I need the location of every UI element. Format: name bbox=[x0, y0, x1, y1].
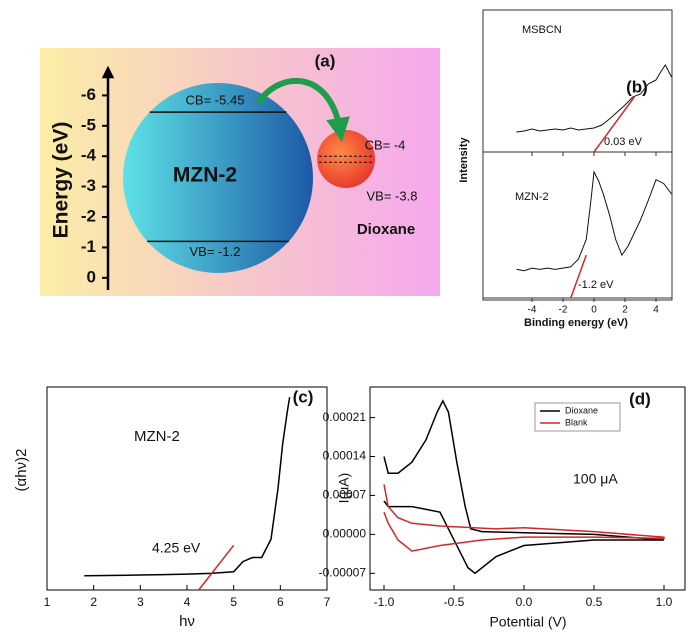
legend-label: Dioxane bbox=[565, 405, 598, 415]
x-tick-label: 4 bbox=[184, 595, 191, 609]
x-tick-label: 4 bbox=[653, 305, 659, 316]
mzn-circle bbox=[123, 83, 313, 273]
panel-label: (c) bbox=[293, 387, 314, 406]
y-axis-label: (αhν)2 bbox=[13, 449, 30, 492]
cv-curve bbox=[383, 399, 665, 575]
y-tick-label: 0.00021 bbox=[323, 410, 367, 424]
annotation: 4.25 eV bbox=[152, 540, 201, 556]
panel-b-frame bbox=[482, 9, 673, 301]
y-tick-label: -6 bbox=[81, 85, 96, 104]
y-axis-label: I(μA) bbox=[336, 473, 352, 504]
y-tick-label: -2 bbox=[81, 207, 96, 226]
y-tick-label: 0 bbox=[87, 267, 96, 286]
spectrum-label: MSBCN bbox=[522, 24, 562, 36]
fit-line bbox=[198, 544, 235, 591]
y-tick-label: 0.00014 bbox=[323, 449, 367, 463]
vb-label: VB= -1.2 bbox=[190, 244, 241, 259]
cb-label: CB= -5.45 bbox=[186, 93, 245, 108]
x-axis-label: Potential (V) bbox=[489, 614, 566, 630]
legend-label: Blank bbox=[565, 417, 588, 427]
x-tick-label: 3 bbox=[137, 595, 144, 609]
absorbance-curve bbox=[84, 397, 291, 577]
panel-label: (d) bbox=[629, 389, 651, 408]
material-name: Dioxane bbox=[357, 221, 415, 238]
x-tick-label: 5 bbox=[230, 595, 237, 609]
fit-line bbox=[570, 254, 587, 299]
panel-label: (a) bbox=[315, 51, 336, 70]
plot-frame bbox=[46, 386, 328, 591]
dioxane-circle bbox=[317, 130, 375, 188]
x-tick-label: 2 bbox=[622, 305, 628, 316]
legend-box bbox=[534, 402, 621, 432]
x-tick-label: 0.5 bbox=[586, 595, 603, 609]
y-tick-label: 0.00000 bbox=[323, 527, 367, 541]
x-tick-label: 1.0 bbox=[656, 595, 673, 609]
x-axis-label: hν bbox=[179, 613, 195, 630]
annotation: 100 μA bbox=[573, 471, 618, 487]
spectrum-label: MZN-2 bbox=[515, 191, 549, 203]
sample-label: MZN-2 bbox=[134, 428, 180, 445]
plot-frame bbox=[369, 386, 686, 591]
x-tick-label: 1 bbox=[44, 595, 51, 609]
cv-curve bbox=[383, 484, 665, 552]
fit-line bbox=[593, 96, 635, 153]
cb-label: CB= -4 bbox=[365, 137, 406, 152]
x-axis-label: Binding energy (eV) bbox=[524, 317, 628, 329]
vb-label: VB= -3.8 bbox=[367, 188, 418, 203]
x-tick-label: 0.0 bbox=[516, 595, 533, 609]
material-name: MZN-2 bbox=[173, 164, 237, 187]
spectrum bbox=[516, 64, 672, 133]
x-tick-label: 6 bbox=[277, 595, 284, 609]
y-tick-label: 0.00007 bbox=[323, 488, 367, 502]
x-tick-label: -2 bbox=[559, 305, 568, 316]
x-tick-label: -1.0 bbox=[374, 595, 395, 609]
x-tick-label: 2 bbox=[90, 595, 97, 609]
x-tick-label: -4 bbox=[528, 305, 537, 316]
panel-label: (b) bbox=[626, 77, 648, 96]
y-tick-label: -4 bbox=[81, 146, 97, 165]
y-tick-label: -0.00007 bbox=[319, 565, 367, 579]
y-tick-label: -1 bbox=[81, 237, 96, 256]
y-tick-label: -3 bbox=[81, 176, 96, 195]
y-axis-label: Energy (eV) bbox=[50, 122, 73, 239]
x-tick-label: -0.5 bbox=[444, 595, 465, 609]
annotation: -1.2 eV bbox=[578, 279, 614, 291]
spectrum bbox=[516, 170, 672, 272]
x-tick-label: 0 bbox=[591, 305, 597, 316]
y-tick-label: -5 bbox=[81, 115, 96, 134]
annotation: 0.03 eV bbox=[604, 136, 643, 148]
transfer-arrow bbox=[255, 78, 350, 142]
x-tick-label: 7 bbox=[324, 595, 331, 609]
y-axis-label: Intensity bbox=[458, 137, 470, 183]
